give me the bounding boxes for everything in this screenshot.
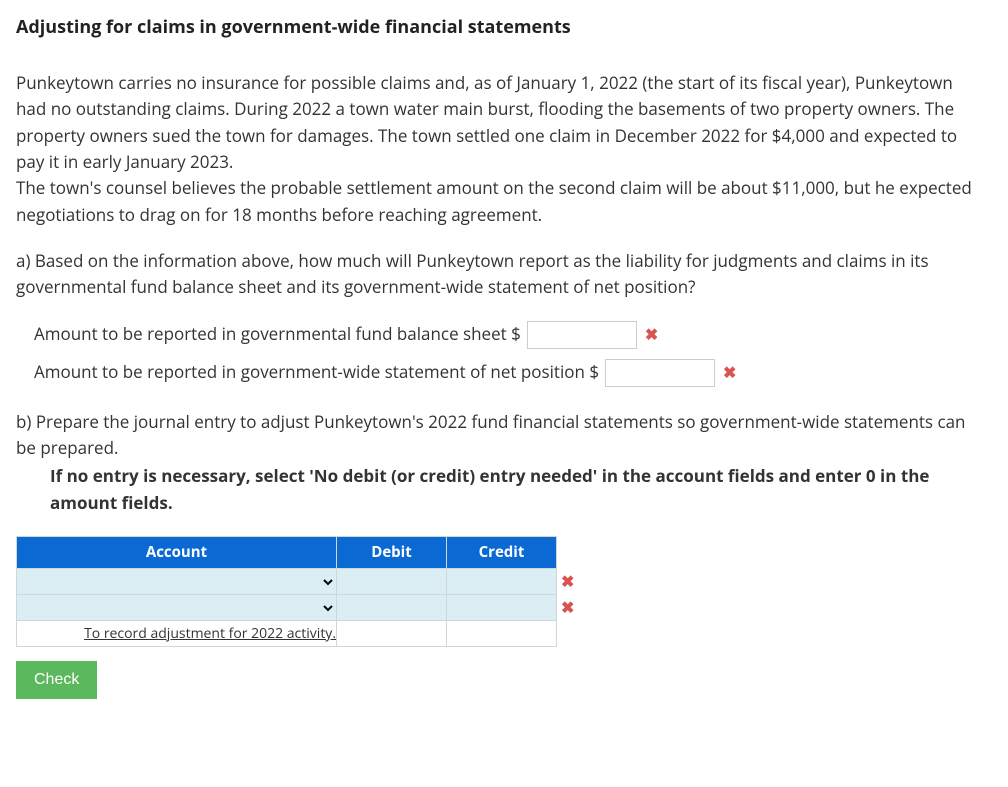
wrong-icon: ✖ [561, 596, 574, 618]
fund-balance-label: Amount to be reported in governmental fu… [34, 321, 521, 347]
check-button[interactable]: Check [16, 661, 97, 699]
journal-row: ✖ [17, 569, 581, 595]
credit-input[interactable] [447, 596, 556, 620]
part-a-prompt: a) Based on the information above, how m… [16, 248, 976, 301]
col-header-account: Account [17, 537, 337, 569]
debit-input[interactable] [337, 596, 446, 620]
intro-paragraph-2: The town's counsel believes the probable… [16, 175, 976, 228]
question-title: Adjusting for claims in government-wide … [16, 14, 992, 42]
wrong-icon: ✖ [723, 360, 736, 385]
col-header-debit: Debit [337, 537, 447, 569]
wrong-icon: ✖ [645, 322, 658, 347]
debit-input[interactable] [337, 570, 446, 594]
part-b-prompt: b) Prepare the journal entry to adjust P… [16, 409, 976, 462]
net-position-row: Amount to be reported in government-wide… [34, 359, 992, 387]
fund-balance-row: Amount to be reported in governmental fu… [34, 321, 992, 349]
fund-balance-input[interactable] [527, 321, 637, 349]
net-position-label: Amount to be reported in government-wide… [34, 359, 599, 385]
journal-entry-table: Account Debit Credit ✖ ✖ [16, 536, 581, 647]
wrong-icon: ✖ [561, 570, 574, 592]
credit-input[interactable] [447, 570, 556, 594]
col-header-credit: Credit [447, 537, 557, 569]
account-select[interactable] [17, 570, 336, 594]
journal-memo-row: To record adjustment for 2022 activity. [17, 621, 581, 647]
journal-row: ✖ [17, 595, 581, 621]
intro-paragraph-1: Punkeytown carries no insurance for poss… [16, 70, 976, 175]
journal-memo: To record adjustment for 2022 activity. [17, 621, 337, 647]
account-select[interactable] [17, 596, 336, 620]
part-b-instruction: If no entry is necessary, select 'No deb… [16, 463, 976, 516]
net-position-input[interactable] [605, 359, 715, 387]
